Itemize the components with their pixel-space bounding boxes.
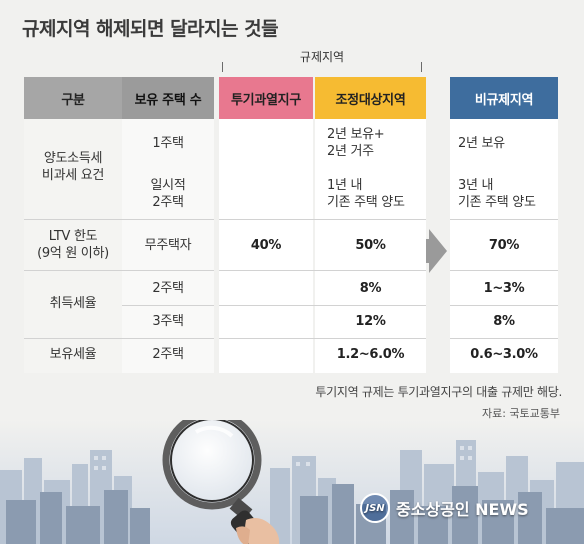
jo-acq-3-house: 12%	[355, 314, 386, 329]
footnote: 투기지역 규제는 투기과열지구의 대출 규제만 해당.	[315, 385, 562, 399]
jsn-logo-icon: JSN	[360, 493, 390, 523]
divider	[450, 219, 558, 220]
bi-cgt-temporary-2-house: 3년 내 기존 주택 양도	[458, 178, 536, 210]
divider	[450, 305, 558, 306]
header-speculation-overheated: 투기과열지구	[219, 77, 313, 119]
header-adjustment-target: 조정대상지역	[315, 77, 426, 119]
bi-cgt-1-house: 2년 보유	[458, 136, 505, 151]
publisher-logo: JSN 중소상공인 NEWS	[360, 493, 529, 523]
arrow-right-icon	[429, 229, 447, 273]
header-holding-count: 보유 주택 수	[122, 77, 214, 119]
column-non-regulated	[450, 119, 558, 373]
divider	[219, 305, 426, 306]
category-acquisition-tax: 취득세율	[49, 296, 97, 311]
column-speculation-overheated	[219, 119, 313, 373]
bi-holding-tax: 0.6~3.0%	[470, 347, 538, 362]
jo-cgt-1-house: 2년 보유+ 2년 거주	[327, 127, 385, 159]
holding-1-house: 1주택	[152, 136, 184, 151]
regulated-area-bracket: 규제지역	[222, 48, 422, 72]
header-non-regulated: 비규제지역	[450, 77, 558, 119]
divider	[450, 338, 558, 339]
jo-holding-tax: 1.2~6.0%	[336, 347, 405, 362]
divider	[122, 305, 214, 306]
column-category	[24, 119, 122, 373]
divider	[24, 270, 214, 271]
holding-2-house-tax: 2주택	[152, 347, 184, 362]
divider	[219, 219, 426, 220]
column-holding	[122, 119, 214, 373]
jo-acq-2-house: 8%	[359, 281, 382, 296]
holding-temporary-2-house: 일시적 2주택	[150, 178, 186, 210]
header-category: 구분	[24, 77, 122, 119]
holding-3-house-acq: 3주택	[152, 314, 184, 329]
divider	[219, 338, 426, 339]
holding-2-house-acq: 2주택	[152, 281, 184, 296]
publisher-name: 중소상공인 NEWS	[396, 500, 529, 519]
cityscape-magnifier-illustration	[0, 420, 584, 544]
divider	[450, 270, 558, 271]
category-holding-tax: 보유세율	[49, 347, 97, 362]
divider	[24, 219, 214, 220]
category-cgt-exemption: 양도소득세 비과세 요건	[41, 151, 105, 183]
page-title: 규제지역 해제되면 달라지는 것들	[22, 18, 279, 40]
tugi-ltv: 40%	[250, 238, 282, 253]
bi-ltv: 70%	[488, 238, 520, 253]
category-ltv-limit: LTV 한도 (9억 원 이하)	[37, 229, 109, 261]
bi-acq-2-house: 1~3%	[483, 281, 525, 296]
divider	[24, 338, 214, 339]
source-credit: 자료: 국토교통부	[481, 407, 560, 420]
regulated-area-label: 규제지역	[293, 50, 351, 64]
bi-acq-3-house: 8%	[493, 314, 515, 329]
column-adjustment-target	[315, 119, 426, 373]
jo-cgt-temporary-2-house: 1년 내 기존 주택 양도	[327, 178, 405, 210]
holding-homeless: 무주택자	[144, 238, 192, 253]
jo-ltv: 50%	[355, 238, 386, 253]
divider	[219, 270, 426, 271]
